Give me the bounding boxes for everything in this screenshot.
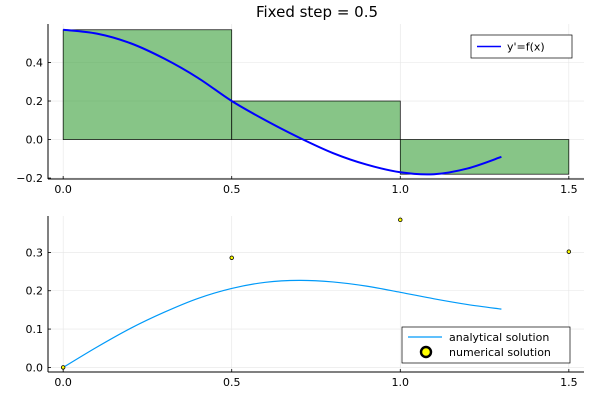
- x-tick-label: 1.0: [392, 183, 410, 196]
- legend-box: [470, 34, 573, 59]
- y-tick-label: 0.2: [26, 95, 44, 108]
- bar: [62, 29, 233, 140]
- bottom-scatter-points: [60, 217, 572, 370]
- y-tick-label: 0.3: [26, 246, 44, 259]
- x-tick-label: 0.5: [223, 183, 241, 196]
- legend-marker-swatch: [419, 345, 433, 359]
- x-tick-label: 1.0: [392, 376, 410, 389]
- top-bars: [62, 29, 570, 175]
- top-tick-labels: 0.0 0.5 1.0 1.5 −0.2 0.0 0.2 0.4: [16, 57, 577, 196]
- bottom-tick-labels: 0.0 0.5 1.0 1.5 0.0 0.1 0.2 0.3: [26, 246, 578, 389]
- bottom-axes: [47, 216, 584, 373]
- y-tick-label: 0.2: [26, 285, 44, 298]
- top-series-lines: [63, 28, 502, 176]
- x-tick-label: 0.5: [223, 376, 241, 389]
- bottom-legend: analytical solution numerical solution: [401, 326, 571, 364]
- series-line: [62, 279, 502, 368]
- scatter-point: [398, 217, 403, 223]
- top-axes: [47, 24, 584, 180]
- y-tick-label: 0.0: [26, 361, 44, 374]
- bottom-series-lines: [62, 279, 502, 368]
- scatter-point: [60, 365, 66, 370]
- legend-label: numerical solution: [449, 346, 551, 359]
- scatter-point: [566, 249, 572, 254]
- y-tick-label: 0.1: [26, 323, 44, 336]
- legend-box: [401, 326, 571, 364]
- legend-label: y'=f(x): [507, 41, 545, 54]
- y-tick-label: 0.0: [26, 134, 44, 147]
- top-panel: Fixed step = 0.5 0.0 0.5 1.0 1.5−0.20.00.20…: [16, 3, 584, 196]
- x-tick-label: 1.5: [560, 376, 578, 389]
- y-tick-label: 0.4: [26, 57, 44, 70]
- top-chart-title: Fixed step = 0.5: [256, 3, 378, 21]
- x-tick-label: 0.0: [54, 183, 72, 196]
- y-tick-label: −0.2: [16, 172, 43, 185]
- bar: [399, 139, 570, 175]
- series-line: [63, 28, 502, 176]
- x-tick-label: 1.5: [560, 183, 578, 196]
- scatter-point: [229, 255, 234, 260]
- bottom-panel: 0.0 0.5 1.0 1.5 0.0 0.1 0.2 0.3 analytical solu…: [26, 216, 584, 389]
- bar: [231, 100, 401, 140]
- top-legend: y'=f(x): [470, 34, 573, 59]
- x-tick-label: 0.0: [54, 376, 72, 389]
- legend-label: analytical solution: [449, 331, 549, 344]
